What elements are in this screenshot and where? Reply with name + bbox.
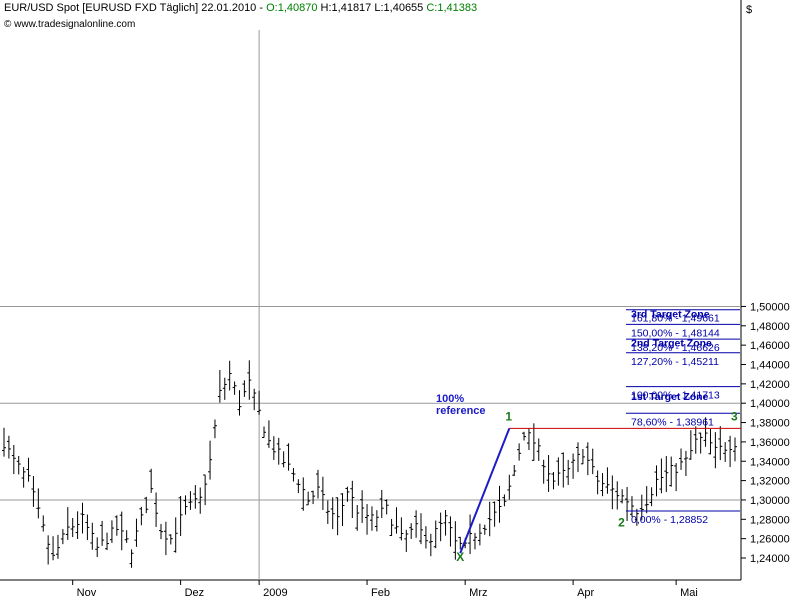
header-open: O:1,40870	[266, 2, 318, 14]
x-tick-label: 2009	[263, 587, 287, 599]
wave-label-X: X	[456, 550, 464, 564]
y-tick-label: 1,46000	[750, 340, 790, 352]
y-tick-label: 1,40000	[750, 398, 790, 410]
y-tick-label: 1,26000	[750, 534, 790, 546]
y-tick-label: 1,32000	[750, 476, 790, 488]
fib-level-label: 138,20% - 1,46626	[631, 342, 720, 354]
fib-level-label: 100,00% - 1,41713	[631, 390, 720, 402]
chart-header: EUR/USD Spot [EURUSD FXD Täglich] 22.01.…	[4, 2, 478, 14]
reference-line	[459, 427, 511, 554]
fib-level-label: 150,00% - 1,48144	[631, 327, 720, 339]
watermark: © www.tradesignalonline.com	[4, 19, 136, 30]
header-high: H:1,41817	[320, 2, 372, 14]
x-tick-label: Feb	[371, 587, 390, 599]
fib-level-label: 127,20% - 1,45211	[631, 356, 719, 368]
target-zone-label: 1st Target Zone	[631, 391, 709, 403]
fib-level-label: 161,80% - 1,49661	[631, 313, 720, 325]
y-tick-label: 1,50000	[750, 301, 790, 313]
x-tick-label: Apr	[577, 587, 594, 599]
x-tick-label: Mai	[680, 587, 698, 599]
header-low: L:1,40655	[374, 2, 424, 14]
target-zone-label: 2nd Target Zone	[631, 338, 712, 350]
wave-label-1: 1	[505, 409, 512, 423]
reference-label-line1: 100%	[436, 393, 464, 405]
wave-label-3: 3	[731, 409, 738, 423]
currency-label: $	[746, 4, 752, 16]
x-tick-label: Dez	[185, 587, 205, 599]
header-symbol: EUR/USD Spot [EURUSD FXD Täglich]	[4, 2, 199, 14]
y-tick-label: 1,34000	[750, 456, 790, 468]
fib-level-label: 78,60% - 1,38961	[631, 416, 714, 428]
y-tick-label: 1,24000	[750, 553, 790, 565]
y-tick-label: 1,38000	[750, 418, 790, 430]
target-zone-label: 3rd Target Zone	[631, 309, 710, 321]
y-tick-label: 1,44000	[750, 360, 790, 372]
wave-label-2: 2	[618, 516, 625, 530]
y-tick-label: 1,28000	[750, 514, 790, 526]
header-date: 22.01.2010	[201, 2, 257, 14]
x-tick-label: Mrz	[469, 587, 487, 599]
fib-level-label: 0,00% - 1,28852	[631, 514, 708, 526]
y-tick-label: 1,42000	[750, 379, 790, 391]
y-tick-label: 1,30000	[750, 495, 790, 507]
reference-label-line2: reference	[436, 405, 486, 417]
y-tick-label: 1,36000	[750, 437, 790, 449]
header-close: C:1,41383	[426, 2, 478, 14]
y-tick-label: 1,48000	[750, 321, 790, 333]
x-tick-label: Nov	[77, 587, 97, 599]
